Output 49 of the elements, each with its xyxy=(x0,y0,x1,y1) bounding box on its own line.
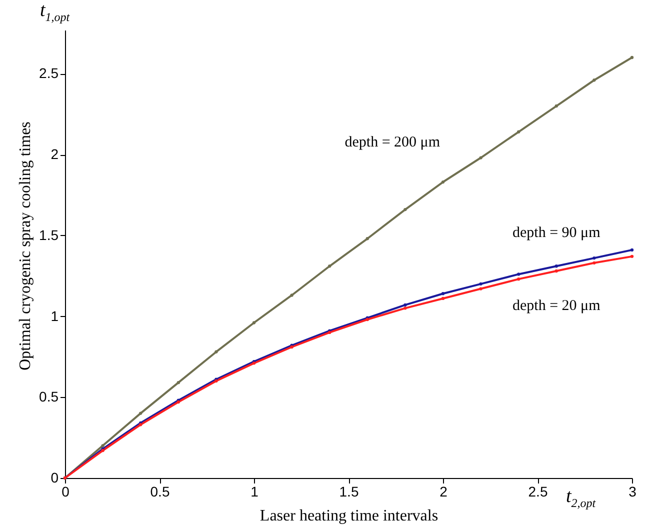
point xyxy=(176,381,180,384)
point xyxy=(479,156,482,160)
point xyxy=(101,444,104,448)
y-tick-label: 2 xyxy=(50,146,59,162)
point xyxy=(139,412,142,415)
point xyxy=(328,264,332,268)
text: t$_{2,opt}$ xyxy=(566,486,596,511)
y-tick-label: 2.5 xyxy=(39,65,59,82)
point xyxy=(517,277,520,281)
x-tick-label: 2.5 xyxy=(528,484,548,500)
point xyxy=(630,56,634,60)
point xyxy=(554,104,558,108)
x-tick-label: 2 xyxy=(440,484,448,500)
x-tick-label: 1.5 xyxy=(339,484,359,500)
point xyxy=(517,130,520,134)
point xyxy=(592,78,596,82)
point xyxy=(592,256,596,260)
y-tick-label: 1 xyxy=(50,308,59,324)
x-tick-label: 3 xyxy=(628,484,637,500)
point xyxy=(479,282,482,286)
y-tick-label: 1.5 xyxy=(39,226,59,243)
point xyxy=(404,306,407,310)
point xyxy=(630,254,634,258)
point xyxy=(441,296,445,300)
point xyxy=(592,261,596,264)
text: t$_{1,opt}$ xyxy=(40,0,70,25)
point xyxy=(252,321,256,324)
point xyxy=(404,208,407,212)
point xyxy=(366,237,369,240)
point xyxy=(479,287,482,290)
point xyxy=(630,248,634,252)
x-tick-label: 0.5 xyxy=(150,484,170,500)
x-tick-label: 0 xyxy=(62,484,70,500)
point xyxy=(214,350,218,354)
point xyxy=(441,180,445,184)
point xyxy=(517,272,520,276)
series-label: depth = 20 μm xyxy=(512,298,601,314)
point xyxy=(554,264,558,268)
x-tick-label: 1 xyxy=(250,484,259,500)
point xyxy=(404,303,407,307)
point xyxy=(554,269,558,273)
x-axis-title: Laser heating time intervals xyxy=(260,508,438,524)
y-tick-label: 0 xyxy=(50,470,59,486)
y-tick-label: 0.5 xyxy=(39,388,59,405)
y-axis-title: Optimal cryogenic spray cooling times xyxy=(17,122,35,370)
point xyxy=(290,294,294,297)
point xyxy=(441,292,445,296)
series-label: depth = 200 μm xyxy=(344,134,440,151)
series-label: depth = 90 μm xyxy=(512,225,601,242)
